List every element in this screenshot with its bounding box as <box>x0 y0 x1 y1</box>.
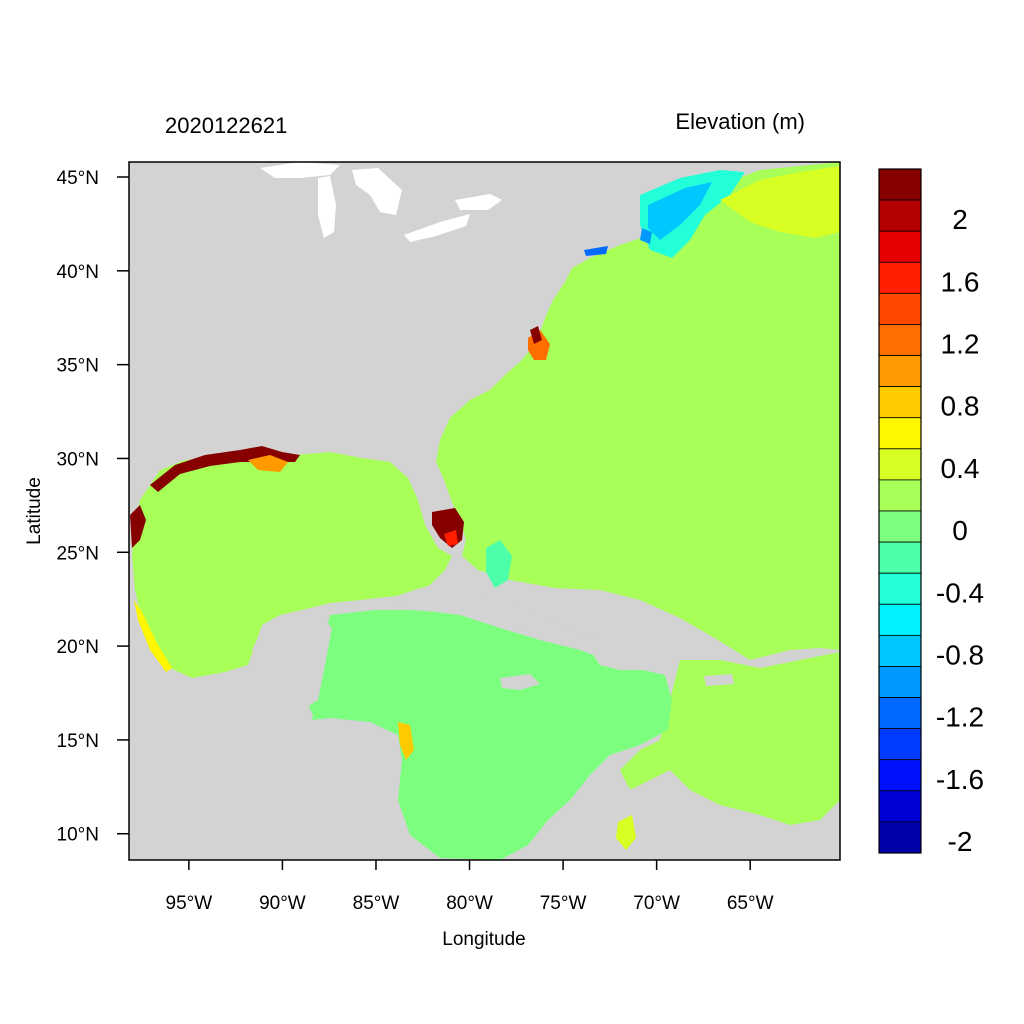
y-tick-label: 10°N <box>57 825 99 846</box>
south-florida-surge-edge <box>444 530 458 546</box>
colorbar-label: 0.8 <box>941 391 980 422</box>
colorbar-label: -1.2 <box>936 702 984 733</box>
yucatan-peninsula <box>252 612 332 712</box>
x-axis-title: Longitude <box>442 929 525 950</box>
y-tick-label: 30°N <box>57 449 99 470</box>
map-frame <box>128 161 841 861</box>
colorbar-label: 2 <box>952 204 968 235</box>
colorbar-swatch <box>878 230 922 263</box>
lake-michigan <box>318 176 336 238</box>
y-tick-label: 20°N <box>57 637 99 658</box>
x-tick-label: 90°W <box>259 893 306 914</box>
y-axis-title: Latitude <box>24 477 45 545</box>
colorbar-swatch <box>878 386 922 419</box>
colorbar-swatch <box>878 728 922 761</box>
colorbar-swatch <box>878 292 922 325</box>
x-tick-label: 65°W <box>727 893 774 914</box>
gulf-of-maine-negative <box>640 170 745 258</box>
nicaragua-coast-positive <box>398 722 414 760</box>
texas-coast-surge <box>130 505 146 548</box>
variable-title: Elevation (m) <box>675 109 805 134</box>
x-tick-label: 80°W <box>446 893 493 914</box>
colorbar-label: -0.8 <box>936 639 984 670</box>
colorbar-swatch <box>878 417 922 450</box>
puerto-rico-island <box>704 674 734 686</box>
colorbar-label: -2 <box>948 826 973 857</box>
south-america-land <box>520 785 840 860</box>
atlantic-east-ocean <box>620 652 840 825</box>
x-axis: 95°W 90°W 85°W 80°W 75°W 70°W 65°W <box>166 860 774 914</box>
y-tick-label: 45°N <box>57 168 99 189</box>
jamaica-island <box>500 674 540 690</box>
cape-cod-low <box>640 228 652 244</box>
bahamas-banks <box>486 540 512 588</box>
colorbar-swatch <box>878 448 922 481</box>
colorbar-label: 1.6 <box>941 266 980 297</box>
x-tick-label: 85°W <box>353 893 400 914</box>
cuba-island <box>385 588 600 645</box>
colorbar-label: -1.6 <box>936 764 984 795</box>
colorbar-swatch <box>878 759 922 792</box>
colorbar-label: -0.4 <box>936 577 984 608</box>
nova-scotia-positive <box>720 166 840 238</box>
colorbar-swatch <box>878 666 922 698</box>
lake-superior <box>260 162 340 178</box>
outer-banks-core <box>530 326 542 344</box>
y-axis: 45°N 40°N 35°N 30°N 25°N 20°N 15°N 10°N <box>57 168 129 846</box>
colorbar-swatch <box>878 168 922 201</box>
colorbar-swatch <box>878 821 922 854</box>
lake-huron <box>352 168 402 215</box>
colorbar-swatch <box>878 603 922 636</box>
x-tick-label: 75°W <box>540 893 587 914</box>
colorbar-swatch <box>878 572 922 605</box>
caribbean-sea <box>312 610 672 860</box>
colorbar-swatch <box>878 510 922 543</box>
colorbar <box>878 168 922 854</box>
atlantic-ocean <box>436 162 840 660</box>
colorbar-swatch <box>878 479 922 512</box>
hispaniola-island <box>590 645 680 675</box>
date-title: 2020122621 <box>165 113 287 138</box>
colorbar-swatch <box>878 697 922 730</box>
colorbar-labels: 2 1.6 1.2 0.8 0.4 0 -0.4 -0.8 -1.2 -1.6 -2 <box>936 204 984 857</box>
colorbar-label: 1.2 <box>941 329 980 360</box>
mexico-coast-positive <box>134 600 172 672</box>
colorbar-swatch <box>878 261 922 294</box>
gulf-of-maine-core <box>648 182 712 240</box>
gulf-of-mexico <box>132 452 452 678</box>
colorbar-swatch <box>878 324 922 356</box>
colorbar-label: 0 <box>952 515 968 546</box>
x-tick-label: 95°W <box>166 893 213 914</box>
lake-ontario <box>455 194 502 210</box>
colorbar-swatch <box>878 199 922 232</box>
map-panel <box>129 162 840 860</box>
colorbar-swatch <box>878 541 922 574</box>
colorbar-label: 0.4 <box>941 453 980 484</box>
colorbar-swatch <box>878 634 922 667</box>
y-tick-label: 40°N <box>57 262 99 283</box>
colorbar-frame <box>878 168 922 854</box>
colorbar-swatch <box>878 355 922 388</box>
lake-erie <box>404 214 470 242</box>
y-tick-label: 35°N <box>57 356 99 377</box>
louisiana-surge <box>248 455 288 472</box>
y-tick-label: 25°N <box>57 543 99 564</box>
colorbar-swatch <box>878 790 922 823</box>
long-island-sound-low <box>584 246 608 256</box>
y-tick-label: 15°N <box>57 731 99 752</box>
lake-maracaibo <box>616 815 636 850</box>
x-tick-label: 70°W <box>633 893 680 914</box>
